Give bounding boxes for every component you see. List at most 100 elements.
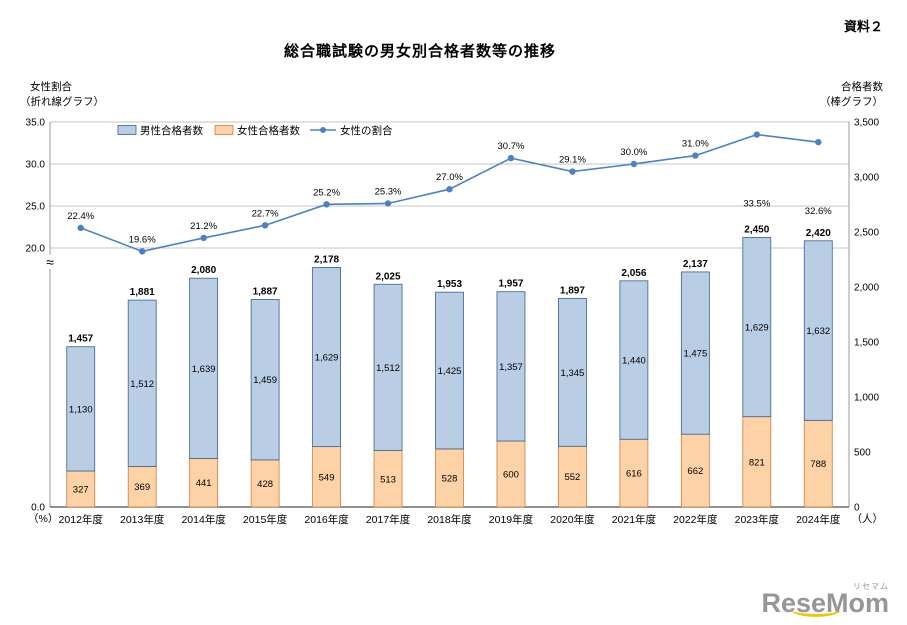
label-male-value: 1,632 xyxy=(806,326,830,337)
right-axis-tick-label: 2,000 xyxy=(854,283,879,294)
x-axis-category-label: 2022年度 xyxy=(673,513,718,526)
ratio-marker xyxy=(384,200,392,207)
ratio-marker xyxy=(446,186,453,193)
right-axis-tick-label: 1,500 xyxy=(854,338,879,349)
label-ratio-value: 33.5% xyxy=(743,199,770,210)
x-axis-category-label: 2012年度 xyxy=(59,513,104,526)
ratio-marker xyxy=(138,248,146,255)
left-axis-tick-label: 20.0 xyxy=(26,244,46,255)
combo-chart: 35.0 30.0 25.0 20.0 0.0 ≈3,500 3,000 2,500 2,000… xyxy=(26,118,880,527)
legend-swatch-male xyxy=(117,125,137,135)
bar-male-2014年度 xyxy=(189,277,219,459)
label-total-value: 2,137 xyxy=(683,259,708,270)
label-male-value: 1,459 xyxy=(253,375,277,386)
resemom-logo-swoosh xyxy=(791,602,842,617)
label-total-value: 1,887 xyxy=(253,286,278,297)
ratio-marker xyxy=(323,201,330,208)
label-male-value: 1,130 xyxy=(69,404,93,415)
bar-male-2024年度 xyxy=(803,240,833,421)
bar-female-2019年度 xyxy=(496,440,526,508)
label-ratio-value: 25.3% xyxy=(375,186,402,197)
right-axis-tick-label: 500 xyxy=(854,448,871,459)
label-female-value: 327 xyxy=(73,485,89,496)
label-female-value: 369 xyxy=(134,482,150,493)
right-axis-unit: （人） xyxy=(851,513,884,525)
x-axis-category-label: 2020年度 xyxy=(550,513,595,526)
right-axis-tick-label: 2,500 xyxy=(854,228,879,239)
label-male-value: 1,629 xyxy=(745,323,769,334)
ratio-marker xyxy=(569,168,576,175)
ratio-marker xyxy=(77,224,84,232)
document-reference-label: 資料２ xyxy=(843,19,883,34)
legend-label-female: 女性合格者数 xyxy=(237,124,300,137)
right-axis-title-line2: （棒グラフ） xyxy=(820,96,883,108)
legend-label-male: 男性合格者数 xyxy=(140,124,203,137)
right-axis-title-line1: 合格者数 xyxy=(841,81,883,93)
bar-female-2015年度 xyxy=(250,459,280,508)
bar-male-2021年度 xyxy=(619,280,649,440)
x-axis-category-label: 2023年度 xyxy=(735,513,780,526)
ratio-marker xyxy=(507,154,515,162)
left-axis-tick-label: 30.0 xyxy=(26,160,46,171)
ratio-marker xyxy=(261,222,269,229)
bar-female-2016年度 xyxy=(312,446,341,508)
label-ratio-value: 31.0% xyxy=(682,139,709,150)
legend-swatch-ratio-marker xyxy=(320,127,326,133)
bar-male-2019年度 xyxy=(496,291,526,442)
bar-male-2018年度 xyxy=(435,291,464,450)
legend-label-ratio: 女性の割合 xyxy=(340,124,393,137)
label-ratio-value: 19.6% xyxy=(129,234,156,245)
x-axis-category-label: 2019年度 xyxy=(489,513,534,526)
bar-female-2013年度 xyxy=(127,466,157,508)
label-total-value: 1,953 xyxy=(437,279,462,290)
bar-male-2020年度 xyxy=(558,297,587,447)
bar-female-2014年度 xyxy=(189,458,219,508)
label-total-value: 2,450 xyxy=(744,225,769,236)
bar-male-2016年度 xyxy=(312,267,341,448)
chart-title: 総合職試験の男女別合格者数等の推移 xyxy=(283,43,556,60)
label-total-value: 2,420 xyxy=(806,228,831,239)
label-male-value: 1,512 xyxy=(376,363,400,374)
left-axis-tick-label: 25.0 xyxy=(26,202,46,213)
bar-male-2023年度 xyxy=(742,237,772,418)
ratio-marker xyxy=(753,131,761,138)
x-axis-category-label: 2024年度 xyxy=(796,513,841,526)
label-male-value: 1,512 xyxy=(130,379,154,390)
x-axis-category-label: 2013年度 xyxy=(120,513,165,526)
ratio-marker xyxy=(815,138,822,146)
x-axis-category-label: 2021年度 xyxy=(612,513,657,526)
x-axis-category-label: 2015年度 xyxy=(243,513,288,526)
legend-swatch-female xyxy=(214,125,234,135)
right-axis-tick-label: 1,000 xyxy=(854,393,879,404)
left-axis-unit: （%） xyxy=(28,513,59,525)
label-ratio-value: 29.1% xyxy=(559,155,586,166)
axis-break-mask xyxy=(43,255,57,269)
label-total-value: 1,957 xyxy=(498,279,523,290)
label-total-value: 1,881 xyxy=(130,287,155,298)
left-axis-tick-label: 35.0 xyxy=(26,118,46,129)
label-female-value: 662 xyxy=(687,466,703,477)
bar-male-2017年度 xyxy=(373,283,403,451)
ratio-marker xyxy=(200,234,207,242)
label-female-value: 528 xyxy=(442,473,458,484)
label-total-value: 1,457 xyxy=(68,334,93,345)
label-ratio-value: 22.4% xyxy=(67,211,94,222)
ratio-line xyxy=(80,133,819,253)
label-female-value: 549 xyxy=(319,472,335,483)
label-ratio-value: 22.7% xyxy=(252,208,279,219)
left-axis-tick-label: 0.0 xyxy=(31,503,45,514)
resemom-logo: リセマム ReseMom xyxy=(761,581,889,617)
label-ratio-value: 30.0% xyxy=(620,147,647,158)
label-male-value: 1,357 xyxy=(499,362,523,373)
bar-male-2022年度 xyxy=(680,271,710,435)
bar-male-2013年度 xyxy=(127,299,157,467)
label-female-value: 788 xyxy=(810,459,826,470)
bar-female-2018年度 xyxy=(435,448,464,508)
label-ratio-value: 32.6% xyxy=(805,206,832,217)
label-female-value: 616 xyxy=(626,469,642,480)
right-axis-tick-label: 3,000 xyxy=(854,173,879,184)
x-axis-category-label: 2016年度 xyxy=(304,513,349,526)
label-male-value: 1,425 xyxy=(438,366,462,377)
bar-female-2017年度 xyxy=(373,450,403,508)
